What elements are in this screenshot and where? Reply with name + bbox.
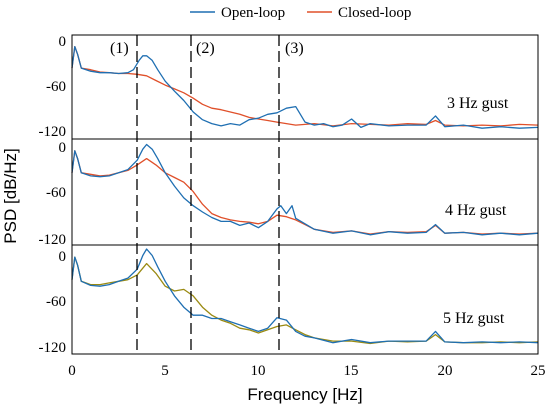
legend: Open-loop Closed-loop (190, 5, 411, 21)
panel-1-label: 3 Hz gust (447, 95, 509, 112)
panel-2-ytick-0: 0 (59, 140, 67, 156)
panel-2: 0 -60 -120 4 Hz gust (39, 138, 539, 248)
panel-1-ytick-0: 0 (59, 34, 67, 50)
xtick-1: 5 (161, 363, 169, 379)
panel-1-ytick-1: -60 (46, 79, 66, 95)
x-axis-title: Frequency [Hz] (247, 385, 362, 404)
x-axis: 0 5 10 15 20 25 Frequency [Hz] (68, 363, 545, 404)
marker-label-2: (2) (196, 40, 215, 57)
panel-1-series-closed-loop (71, 45, 539, 127)
xtick-5: 25 (531, 363, 546, 379)
panel-1-frame (71, 34, 539, 140)
panel-3: 0 -60 -120 5 Hz gust (39, 244, 539, 356)
xtick-4: 20 (438, 363, 453, 379)
panel-3-ytick-1: -60 (46, 294, 66, 310)
panel-2-label: 4 Hz gust (445, 202, 507, 219)
panel-2-series-open-loop (71, 143, 539, 236)
marker-label-1: (1) (110, 40, 129, 57)
panel-3-series (71, 248, 539, 345)
panel-2-series-closed-loop (71, 150, 539, 235)
panel-2-frame (71, 138, 539, 246)
marker-label-3: (3) (285, 40, 304, 57)
panel-1-ytick-2: -120 (39, 124, 67, 140)
panel-1-series (71, 45, 539, 129)
panel-3-series-open-loop (71, 248, 539, 344)
xtick-2: 10 (251, 363, 266, 379)
marker-lines: (1) (2) (3) (110, 35, 304, 354)
panel-1-series-open-loop (71, 45, 539, 129)
legend-label-closed-loop: Closed-loop (338, 5, 411, 21)
panel-3-label: 5 Hz gust (443, 310, 505, 327)
y-axis-title: PSD [dB/Hz] (1, 148, 20, 243)
legend-label-open-loop: Open-loop (221, 5, 285, 21)
panel-2-series (71, 143, 539, 236)
panel-3-ytick-0: 0 (59, 249, 67, 265)
panel-3-ytick-2: -120 (39, 340, 67, 356)
xtick-0: 0 (68, 363, 76, 379)
xtick-3: 15 (344, 363, 359, 379)
panel-3-series-closed-loop (71, 256, 539, 345)
panel-3-frame (71, 244, 539, 355)
panel-2-ytick-2: -120 (39, 232, 67, 248)
panel-2-ytick-1: -60 (46, 185, 66, 201)
